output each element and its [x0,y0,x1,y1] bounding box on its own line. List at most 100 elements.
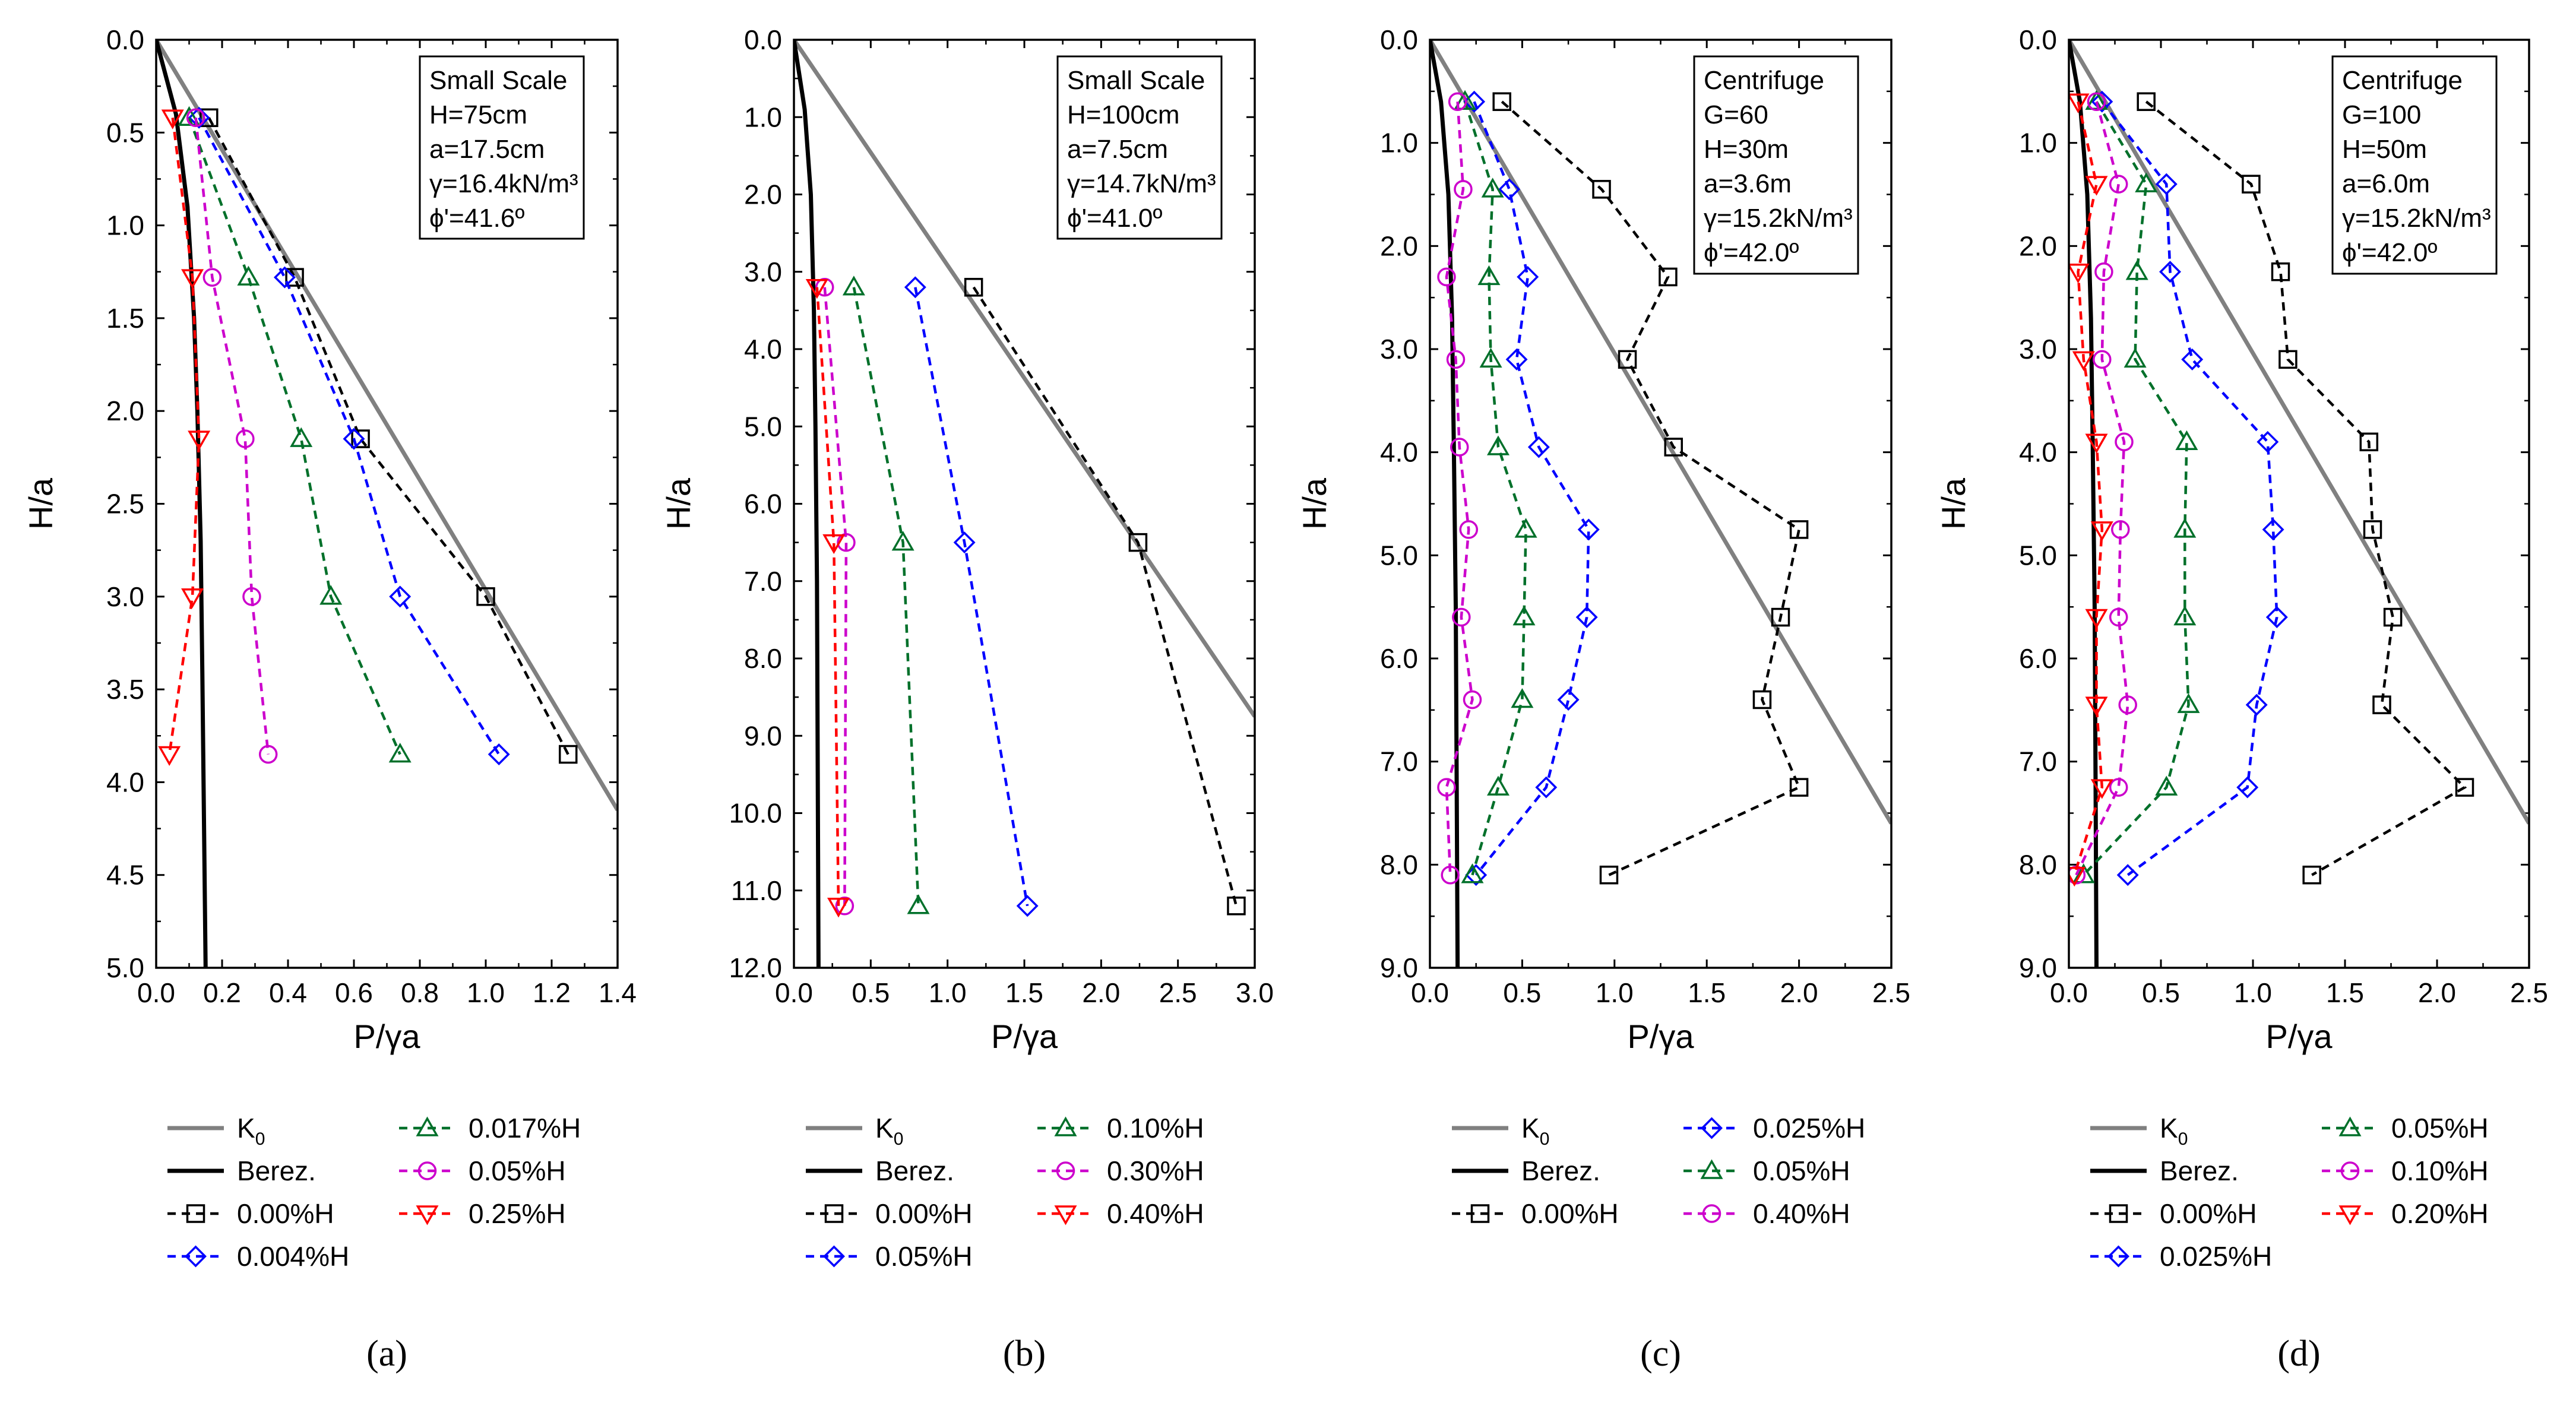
legend-swatch-marker [1470,1204,1490,1223]
data-point [842,275,865,296]
legend-label: 0.40%H [1753,1198,1850,1229]
x-tick-label: 0.0 [1411,977,1449,1008]
data-point [2091,90,2113,113]
y-tick-label: 9.0 [1380,952,1418,983]
y-tick-label: 8.0 [744,643,782,674]
data-point [178,106,201,126]
series-0.20%H [2069,93,2113,887]
data-point [2155,173,2178,195]
data-point [1463,690,1482,710]
info-box-line: H=30m [1704,135,1789,164]
plot-area [794,40,1255,968]
y-tick-label: 4.5 [106,860,144,891]
legend-label: 0.025%H [1753,1113,1865,1144]
data-point [389,585,412,608]
y-tick-label: 0.0 [744,24,782,55]
legend-swatch-marker [1056,1161,1075,1180]
series-0.00%H [2137,92,2474,885]
series-0.05%H [1454,90,1537,883]
x-tick-label: 1.2 [533,977,571,1008]
k0-line [794,40,1255,718]
info-box-line: a=17.5cm [429,135,545,164]
legend-label-k0: K0 [1521,1113,1549,1149]
data-point [904,276,926,299]
series-0.10%H [2069,92,2137,885]
data-point [1477,265,1501,286]
y-tick-label: 9.0 [744,720,782,751]
data-point [319,585,343,605]
legend-label-berez: Berez. [2160,1155,2239,1186]
data-point [2109,607,2128,627]
series-0.00%H [1492,92,1809,885]
data-point [2090,779,2113,799]
chart-panel-d: 0.0 0.5 1.0 1.5 2.0 2.5 0.0 1.0 2.0 3.0 4.0 5.0 6.0 7… [1935,24,2548,1374]
series-0.025%H [1463,90,1600,886]
y-tick-label: 3.5 [106,674,144,705]
data-point [822,534,846,555]
chart-panel-b: 0.0 0.5 1.0 1.5 2.0 2.5 3.0 0.0 1.0 2.0 3.0 4.0 5.0 6… [660,24,1274,1374]
legend-swatch-marker [2109,1204,2128,1223]
data-point [1486,435,1510,455]
data-point [2137,92,2156,111]
plot-frame [793,39,1256,969]
legend-swatch-marker [1054,1205,1077,1225]
data-point [1577,518,1600,541]
info-box-line: ϕ'=42.0º [1704,238,1799,267]
data-point [1498,178,1521,201]
legend-label: 0.40%H [1107,1198,1204,1229]
legend-label: 0.10%H [1107,1113,1204,1144]
y-tick-label: 5.0 [106,952,144,983]
legend-label: 0.30%H [1107,1155,1204,1186]
y-tick-label: 4.0 [106,767,144,797]
series-0.25%H [158,109,211,767]
legend-item: 0.025%H [2090,1241,2272,1272]
series-0.00%H [964,278,1246,916]
x-tick-label: 1.4 [599,977,637,1008]
legend-swatch-marker [186,1204,205,1223]
info-box-line: G=100 [2342,100,2421,129]
series-line [914,287,1029,907]
data-point [1481,178,1504,198]
y-tick-label: 2.0 [1380,230,1418,261]
y-tick-label: 8.0 [1380,849,1418,880]
data-point [1479,347,1502,368]
y-tick-label: 4.0 [744,334,782,365]
info-box-line: a=6.0m [2342,169,2430,198]
legend-item: 0.05%H [806,1241,973,1272]
data-point [2072,863,2095,883]
x-tick-label: 2.0 [1780,977,1818,1008]
data-point [1511,688,1534,708]
legend-label: 0.05%H [1753,1155,1850,1186]
data-point [285,268,304,287]
panel-label: (c) [1640,1334,1681,1374]
x-tick-label: 2.5 [1159,977,1197,1008]
y-tick-label: 1.0 [744,102,782,132]
legend-label: 0.05%H [875,1241,973,1272]
data-point [1441,865,1460,885]
info-box-line: a=3.6m [1704,169,1792,198]
legend-item: K0 [1452,1113,1549,1149]
legend-label: 0.004%H [237,1241,349,1272]
series-0.00%H [200,108,578,764]
data-point [2085,176,2108,196]
data-point [1492,92,1511,111]
info-box-line: H=75cm [429,100,527,129]
legend-item: K0 [2090,1113,2188,1149]
series-line [194,118,270,755]
legend-item: 0.017%H [399,1113,581,1144]
data-point [2155,775,2178,796]
data-point [2363,520,2382,539]
series-0.05%H [2072,90,2200,883]
series-line [815,287,840,906]
x-axis-label: P/γa [1627,1018,1694,1055]
series-line [167,118,201,755]
legend: K0 Berez. 0.00%H 0.025%H 0.05%H 0.10%H 0.20%H [2090,1113,2489,1272]
data-point [1512,606,1536,626]
data-point [1227,897,1246,916]
data-point [805,279,828,299]
y-tick-label: 3.0 [106,581,144,612]
legend-item: 0.025%H [1683,1113,1865,1144]
legend-swatch-marker [2338,1116,2362,1136]
series-0.05%H [904,276,1039,917]
info-box-line: ϕ'=41.0º [1067,204,1162,233]
